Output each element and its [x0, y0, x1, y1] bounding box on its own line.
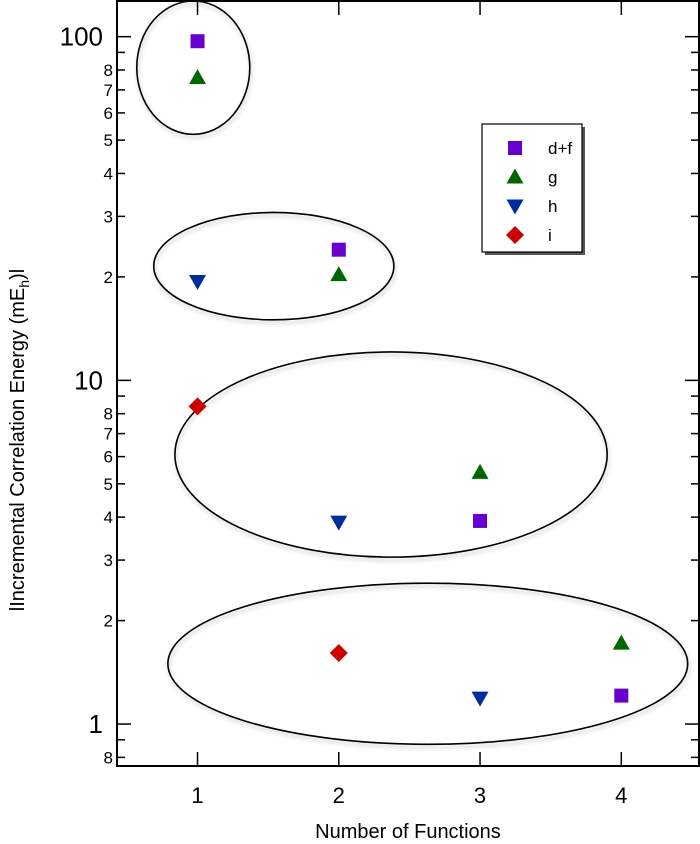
x-tick-label: 3	[474, 783, 486, 808]
y-minor-tick-label: 3	[104, 551, 113, 570]
data-point-square	[331, 242, 346, 257]
data-point-diamond	[188, 397, 207, 416]
data-point-triangle-up	[189, 69, 207, 85]
x-tick-label: 4	[615, 783, 627, 808]
x-axis-title: Number of Functions	[315, 821, 501, 843]
y-minor-tick-label: 7	[104, 425, 113, 444]
series-g	[189, 69, 630, 650]
y-axis-title: lIncremental Correlation Energy (mEh)l	[7, 269, 32, 611]
y-axis-title-main: lIncremental Correlation Energy (mE	[7, 288, 29, 611]
data-point-triangle-down	[330, 515, 348, 531]
group-ellipse-4	[167, 582, 689, 746]
data-point-triangle-up	[330, 266, 348, 282]
y-axis-title-suffix: )l	[7, 269, 29, 280]
y-minor-tick-label: 3	[104, 207, 113, 226]
data-point-triangle-down	[471, 691, 489, 707]
group-ellipse-2	[152, 211, 395, 321]
y-minor-tick-label: 5	[104, 131, 113, 150]
series-h	[189, 274, 489, 707]
y-minor-tick-label: 2	[104, 612, 113, 631]
y-minor-tick-label: 6	[104, 104, 113, 123]
y-minor-tick-label: 4	[104, 164, 113, 183]
data-point-triangle-up	[612, 634, 630, 650]
y-minor-tick-label: 2	[104, 268, 113, 287]
legend: d+f ghi	[481, 123, 585, 255]
data-markers	[188, 34, 630, 707]
series-i	[188, 397, 348, 662]
y-minor-tick-label: 6	[104, 448, 113, 467]
data-point-square	[190, 34, 205, 49]
y-major-tick-label: 1	[89, 709, 103, 739]
legend-box	[481, 123, 583, 253]
plot-frame	[116, 0, 700, 767]
legend-marker-square	[508, 141, 522, 155]
legend-item: g	[506, 168, 557, 187]
data-point-diamond	[329, 643, 348, 662]
data-point-square	[473, 513, 488, 528]
x-axis: 1 2 3 4	[191, 1, 627, 808]
legend-item: i	[506, 226, 552, 245]
legend-label: h	[548, 197, 557, 216]
x-tick-label: 1	[191, 783, 203, 808]
group-ellipse-3	[174, 351, 608, 558]
y-minor-tick-label: 8	[104, 748, 113, 767]
x-tick-label: 2	[333, 783, 345, 808]
y-major-tick-label: 100	[60, 22, 103, 52]
data-point-triangle-up	[471, 463, 489, 479]
data-point-triangle-down	[189, 274, 207, 290]
series-df	[190, 34, 629, 703]
data-point-square	[614, 688, 629, 703]
legend-item: h	[506, 197, 557, 216]
legend-marker-triangle-up	[506, 168, 524, 184]
y-major-tick-label: 10	[74, 365, 103, 395]
y-minor-tick-label: 7	[104, 81, 113, 100]
legend-marker-triangle-down	[506, 199, 524, 215]
y-minor-tick-label: 5	[104, 475, 113, 494]
legend-label: i	[548, 226, 552, 245]
legend-item: d+f	[508, 139, 572, 158]
group-ellipse-1	[135, 0, 251, 136]
legend-label: d+f	[548, 139, 572, 158]
legend-label: g	[548, 168, 557, 187]
y-minor-tick-label: 8	[104, 61, 113, 80]
y-axis-title-subscript: h	[16, 280, 32, 288]
group-ellipses	[135, 0, 689, 746]
y-minor-tick-label: 8	[104, 405, 113, 424]
legend-marker-diamond	[506, 226, 524, 244]
y-minor-tick-label: 4	[104, 508, 113, 527]
